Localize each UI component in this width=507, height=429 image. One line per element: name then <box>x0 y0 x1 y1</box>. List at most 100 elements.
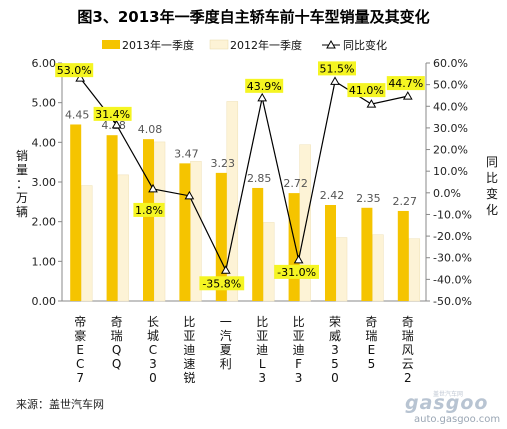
category-label-char: 2 <box>404 371 412 385</box>
bar-2013 <box>325 205 336 301</box>
yoy-value-labels: 53.0% 31.4% 1.8% -35.8% 43.9% -31.0% 51.5% 41.0… <box>55 61 425 291</box>
legend-label-yoy: 同比变化 <box>343 38 387 52</box>
category-label-char: 威 <box>329 329 341 343</box>
category-label-char: 3 <box>331 343 339 357</box>
bar-value-label: 2.35 <box>356 192 381 205</box>
category-label-char: 迪 <box>256 343 268 357</box>
y-right-tick-label: 20.0% <box>433 144 468 157</box>
bar-2013 <box>70 124 82 301</box>
category-label-char: 比 <box>183 315 195 329</box>
yoy-value-label: 43.9% <box>247 80 282 93</box>
bar-2013 <box>179 163 191 301</box>
yoy-marker <box>75 73 86 82</box>
legend-label-2013: 2013年一季度 <box>122 38 194 52</box>
yoy-label-bg <box>274 264 319 279</box>
category-label-char: E <box>368 343 376 357</box>
category-label-char: 奇 <box>111 315 123 329</box>
category-label-char: L <box>259 357 266 371</box>
bar-2013 <box>215 172 227 301</box>
yoy-value-label: 44.7% <box>388 77 423 90</box>
bar-value-label: 2.27 <box>393 195 418 208</box>
category-label-char: 奇 <box>402 315 414 329</box>
category-label-char: 比 <box>293 315 305 329</box>
y-right-label-char: 比 <box>486 171 498 185</box>
y-left-axis-label: 销量：万辆 <box>16 149 28 219</box>
bar-value-label: 4.45 <box>65 108 90 121</box>
yoy-marker <box>257 92 268 102</box>
category-label-char: Q <box>112 343 121 357</box>
yoy-value-label: -31.0% <box>277 266 316 279</box>
category-label-char: C <box>149 343 157 357</box>
category-label-char: 风 <box>402 343 414 357</box>
category-label-char: 奇 <box>365 315 377 329</box>
category-label-char: 5 <box>331 357 339 371</box>
yoy-marker <box>148 183 158 193</box>
category-label-char: F <box>295 357 302 371</box>
bar-2012 <box>262 222 275 302</box>
category-label-char: 亚 <box>183 329 195 343</box>
watermark-url: auto.gasgoo.com <box>414 414 501 425</box>
category-label-char: 瑞 <box>402 329 414 343</box>
y-left-tick-label: 2.00 <box>32 216 57 229</box>
category-label-char: 长 <box>147 315 159 329</box>
source-note: 来源：盖世汽车网 <box>16 398 104 411</box>
bar-2012 <box>117 174 129 302</box>
bar-2012 <box>408 238 421 302</box>
category-label-char: 比 <box>256 315 268 329</box>
yoy-marker <box>366 99 377 108</box>
category-label-char: 迪 <box>183 343 195 357</box>
category-label-char: 瑞 <box>365 329 377 343</box>
y-left-tick-label: 3.00 <box>32 176 57 189</box>
yoy-label-bg <box>245 78 284 93</box>
y-right-tick-label: 50.0% <box>433 79 468 92</box>
yoy-label-bg <box>93 106 132 121</box>
category-label-char: 速 <box>183 357 195 371</box>
bar-value-label: 2.85 <box>247 172 272 185</box>
y-left-tick-label: 1.00 <box>32 255 57 268</box>
y-right-label-char: 同 <box>486 155 498 169</box>
y-right-tick-label: 10.0% <box>433 165 468 178</box>
category-label-char: 利 <box>220 357 232 371</box>
category-label-char: 锐 <box>183 371 195 385</box>
y-right-tick-label: -20.0% <box>433 230 472 243</box>
category-label-char: Q <box>112 357 121 371</box>
yoy-marker <box>184 190 195 200</box>
y-left-tick-label: 0.00 <box>32 295 57 308</box>
yoy-label-bg <box>133 202 165 217</box>
legend-swatch-2013 <box>102 40 120 49</box>
bar-2012 <box>153 141 166 302</box>
y-left-label-char: 万 <box>16 191 28 205</box>
category-label-char: 0 <box>149 371 157 385</box>
bar-value-label: 2.42 <box>320 189 345 202</box>
category-labels: 帝豪EC7奇瑞QQ长城C30比亚迪速锐一汽夏利比亚迪L3比亚迪F3荣威350奇瑞… <box>74 314 414 385</box>
yoy-marker <box>111 119 122 129</box>
y-left-label-char: 辆 <box>16 205 28 219</box>
y-right-tick-label: -40.0% <box>433 273 472 286</box>
category-label-char: 5 <box>368 357 376 371</box>
yoy-label-bg <box>199 276 245 291</box>
category-label-char: 0 <box>331 371 339 385</box>
bar-2013 <box>288 193 300 301</box>
y-right-tick-label: -30.0% <box>433 252 472 265</box>
yoy-label-bg <box>347 83 386 98</box>
bar-2012 <box>335 237 348 302</box>
y-left-label-char: 销 <box>16 149 28 163</box>
y-right-ticks: -50.0% -40.0% -30.0% -20.0% -10.0% 0.0% 10.0% 2… <box>426 57 472 308</box>
bar-2013 <box>397 210 409 301</box>
category-label-char: 一 <box>220 315 232 329</box>
category-label-char: 亚 <box>293 329 305 343</box>
yoy-value-label: 31.4% <box>95 108 130 121</box>
legend: 2013年一季度 2012年一季度 同比变化 <box>102 38 387 52</box>
y-right-label-char: 变 <box>486 186 498 201</box>
y-left-label-char: 量 <box>16 163 28 177</box>
yoy-value-label: -35.8% <box>202 277 241 290</box>
category-label-char: 3 <box>149 357 157 371</box>
yoy-label-bg <box>55 63 94 78</box>
bar-value-label: 2.72 <box>283 177 308 190</box>
yoy-label-bg <box>318 61 356 76</box>
legend-swatch-2012 <box>209 39 229 50</box>
bar-2013 <box>143 139 154 301</box>
y-right-tick-label: -50.0% <box>433 295 472 308</box>
watermark-logo: gasgoo <box>405 392 489 414</box>
